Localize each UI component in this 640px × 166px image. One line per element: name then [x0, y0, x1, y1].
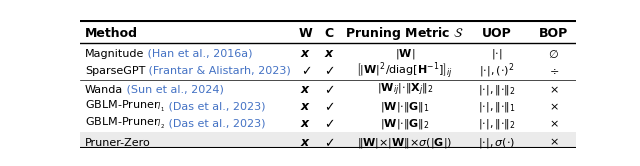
Text: SparseGPT: SparseGPT	[85, 66, 145, 76]
Text: $|{\cdot}|, \|{\cdot}\|_2$: $|{\cdot}|, \|{\cdot}\|_2$	[478, 117, 515, 131]
Text: $\boldsymbol{x}$: $\boldsymbol{x}$	[300, 117, 311, 130]
Text: (Sun et al., 2024): (Sun et al., 2024)	[124, 85, 224, 95]
Text: $|{\cdot}|, \|{\cdot}\|_2$: $|{\cdot}|, \|{\cdot}\|_2$	[478, 83, 515, 97]
Text: $\div$: $\div$	[548, 66, 559, 76]
Text: (Han et al., 2016a): (Han et al., 2016a)	[145, 49, 253, 59]
Text: Method: Method	[85, 27, 138, 40]
Text: $|\mathbf{W}|$: $|\mathbf{W}|$	[395, 47, 415, 61]
Text: UOP: UOP	[482, 27, 511, 40]
Text: $\boldsymbol{x}$: $\boldsymbol{x}$	[324, 47, 335, 60]
Text: $\left[|\mathbf{W}|^2/\mathrm{diag}\left[\mathbf{H}^{-1}\right]\right]_{ij}$: $\left[|\mathbf{W}|^2/\mathrm{diag}\left…	[356, 60, 453, 81]
Text: $\boldsymbol{x}$: $\boldsymbol{x}$	[300, 47, 311, 60]
Text: $|{\cdot}|$: $|{\cdot}|$	[491, 47, 502, 61]
Text: $\checkmark$: $\checkmark$	[324, 136, 334, 149]
Text: GBLM-Pruner$_{l_2}$: GBLM-Pruner$_{l_2}$	[85, 116, 165, 131]
Text: $\emptyset$: $\emptyset$	[548, 48, 559, 60]
Text: $|\mathbf{W}_{ij}|{\cdot}\|\mathbf{X}_j\|_2$: $|\mathbf{W}_{ij}|{\cdot}\|\mathbf{X}_j\…	[376, 82, 433, 98]
Text: $\times$: $\times$	[548, 119, 559, 129]
Text: $|\mathbf{W}|{\cdot}\|\mathbf{G}\|_1$: $|\mathbf{W}|{\cdot}\|\mathbf{G}\|_1$	[380, 100, 430, 114]
Text: W: W	[299, 27, 312, 40]
Text: Wanda: Wanda	[85, 85, 124, 95]
Text: C: C	[324, 27, 333, 40]
Text: $\checkmark$: $\checkmark$	[324, 100, 334, 113]
Text: Pruning Metric $\mathcal{S}$: Pruning Metric $\mathcal{S}$	[346, 25, 465, 42]
Text: $\times$: $\times$	[548, 102, 559, 112]
Text: Pruner-Zero: Pruner-Zero	[85, 138, 150, 148]
FancyBboxPatch shape	[80, 132, 576, 155]
Text: BOP: BOP	[539, 27, 568, 40]
Text: (Das et al., 2023): (Das et al., 2023)	[165, 119, 266, 129]
Text: $\checkmark$: $\checkmark$	[301, 64, 311, 77]
Text: Magnitude: Magnitude	[85, 49, 145, 59]
Text: $\times$: $\times$	[548, 85, 559, 95]
Text: GBLM-Pruner$_{l_1}$: GBLM-Pruner$_{l_1}$	[85, 99, 165, 114]
Text: (Frantar & Alistarh, 2023): (Frantar & Alistarh, 2023)	[145, 66, 291, 76]
Text: $|{\cdot}|, ({\cdot})^2$: $|{\cdot}|, ({\cdot})^2$	[479, 61, 514, 80]
Text: $\checkmark$: $\checkmark$	[324, 117, 334, 130]
Text: $|{\cdot}|, \|{\cdot}\|_1$: $|{\cdot}|, \|{\cdot}\|_1$	[478, 100, 515, 114]
Text: (Das et al., 2023): (Das et al., 2023)	[165, 102, 266, 112]
Text: $\|\mathbf{W}|{\times}|\mathbf{W}\|{\times}\sigma(|\mathbf{G}|)$: $\|\mathbf{W}|{\times}|\mathbf{W}\|{\tim…	[357, 136, 452, 150]
Text: $\boldsymbol{x}$: $\boldsymbol{x}$	[300, 136, 311, 149]
Text: $\boldsymbol{x}$: $\boldsymbol{x}$	[300, 83, 311, 96]
Text: $|{\cdot}|, \sigma({\cdot})$: $|{\cdot}|, \sigma({\cdot})$	[478, 136, 515, 150]
Text: $\boldsymbol{x}$: $\boldsymbol{x}$	[300, 100, 311, 113]
Text: $\checkmark$: $\checkmark$	[324, 83, 334, 96]
Text: $\times$: $\times$	[548, 137, 559, 148]
Text: $|\mathbf{W}|{\cdot}\|\mathbf{G}\|_2$: $|\mathbf{W}|{\cdot}\|\mathbf{G}\|_2$	[380, 117, 430, 131]
Text: $\checkmark$: $\checkmark$	[324, 64, 334, 77]
